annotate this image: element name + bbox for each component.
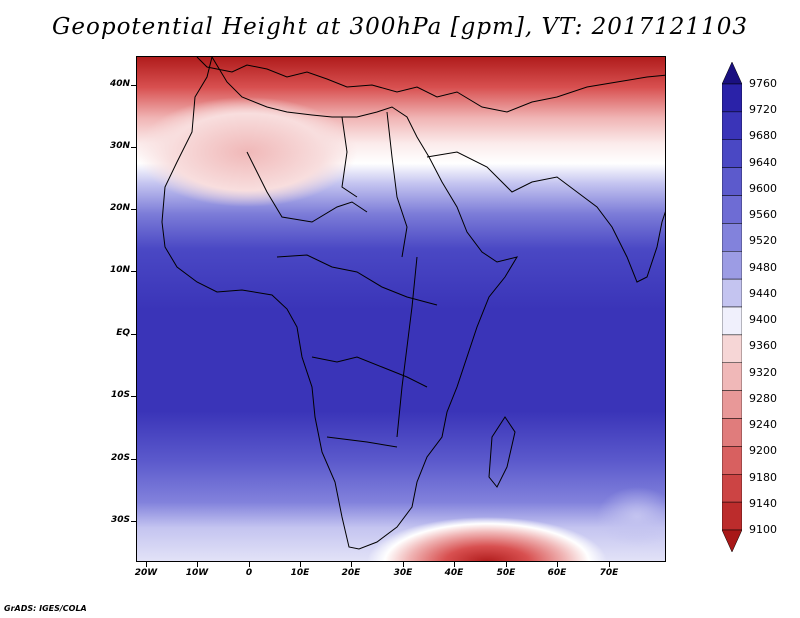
lon-tick (403, 562, 404, 567)
lat-tick (131, 334, 136, 335)
colorbar-segment (722, 195, 742, 224)
colorbar-level-label: 9560 (749, 208, 777, 222)
lat-tick (131, 147, 136, 148)
lon-tick (506, 562, 507, 567)
lat-tick (131, 209, 136, 210)
east-border (396, 256, 418, 438)
colorbar (722, 62, 742, 552)
colorbar-bottom-cap (722, 529, 742, 552)
colorbar-segment (722, 362, 742, 391)
colorbar-segment (722, 446, 742, 475)
lat-label-30s: 30S (110, 515, 130, 525)
light-region (597, 487, 665, 547)
mediterranean-europe-coast (196, 57, 665, 113)
lat-tick (131, 459, 136, 460)
trough-shading (367, 517, 607, 561)
grads-credit: GrADS: IGES/COLA (4, 604, 87, 613)
lon-label-30e: 30E (393, 568, 413, 578)
colorbar-segment (722, 111, 742, 140)
colorbar-segment (722, 501, 742, 531)
lat-label-30n: 30N (109, 141, 130, 151)
lon-tick (249, 562, 250, 567)
lon-tick (197, 562, 198, 567)
colorbar-level-label: 9240 (749, 418, 777, 432)
colorbar-top-cap (722, 62, 742, 85)
colorbar-segment (722, 167, 742, 196)
colorbar-level-label: 9100 (749, 523, 777, 536)
madagascar-outline (488, 416, 516, 488)
colorbar-level-label: 9680 (749, 129, 777, 143)
lat-label-10n: 10N (109, 265, 130, 275)
colorbar-level-label: 9400 (749, 313, 777, 327)
colorbar-level-label: 9180 (749, 470, 777, 484)
lon-tick (454, 562, 455, 567)
lat-tick (131, 85, 136, 86)
sahel-border (246, 151, 368, 223)
north-border-a (341, 116, 358, 198)
lat-label-20s: 20S (110, 453, 130, 463)
lon-label-20e: 20E (341, 568, 361, 578)
arabia-india-coast (426, 151, 665, 283)
colorbar-segment (722, 251, 742, 280)
colorbar-segment (722, 306, 742, 336)
colorbar-segment (722, 418, 742, 447)
lon-label-60e: 60E (547, 568, 567, 578)
lon-label-0: 0 (245, 568, 253, 578)
lon-label-20w: 20W (134, 568, 158, 578)
colorbar-segment (722, 334, 742, 363)
southern-border (311, 356, 428, 388)
lat-tick (131, 271, 136, 272)
lon-tick (557, 562, 558, 567)
geopotential-map (137, 57, 665, 561)
colorbar-segment (722, 474, 742, 503)
central-border (276, 254, 438, 306)
lon-tick (351, 562, 352, 567)
colorbar-level-label: 9520 (749, 234, 777, 248)
colorbar-level-label: 9600 (749, 181, 777, 195)
lat-tick (131, 521, 136, 522)
lon-tick (609, 562, 610, 567)
colorbar-level-label: 9200 (749, 444, 777, 458)
lat-label-10s: 10S (110, 390, 130, 400)
colorbar-level-label: 9640 (749, 155, 777, 169)
lat-tick (131, 396, 136, 397)
lat-label-20n: 20N (109, 203, 130, 213)
colorbar-level-label: 9720 (749, 103, 777, 117)
colorbar-level-label: 9360 (749, 339, 777, 353)
colorbar-segment (722, 139, 742, 168)
north-border-b (386, 111, 408, 258)
lon-tick (300, 562, 301, 567)
colorbar-level-label: 9440 (749, 286, 777, 300)
lat-label-40n: 40N (109, 79, 130, 89)
lon-tick (146, 562, 147, 567)
colorbar-level-label: 9480 (749, 260, 777, 274)
africa-outline (161, 57, 519, 550)
colorbar-level-label: 9140 (749, 496, 777, 510)
lon-label-10e: 10E (290, 568, 310, 578)
lon-label-10w: 10W (185, 568, 209, 578)
colorbar-level-label: 9760 (749, 77, 777, 90)
coastlines (161, 57, 665, 550)
map-title: Geopotential Height at 300hPa [gpm], VT:… (52, 14, 748, 40)
lon-label-40e: 40E (444, 568, 464, 578)
colorbar-segment (722, 278, 742, 308)
south-border (326, 436, 398, 448)
colorbar-segment (722, 223, 742, 252)
lon-label-50e: 50E (496, 568, 516, 578)
lon-label-70e: 70E (599, 568, 619, 578)
colorbar-level-label: 9320 (749, 365, 777, 379)
colorbar-segment (722, 390, 742, 419)
lat-label-eq: EQ (116, 328, 130, 338)
colorbar-level-label: 9280 (749, 391, 777, 405)
colorbar-segment (722, 83, 742, 113)
map-panel (136, 56, 666, 562)
